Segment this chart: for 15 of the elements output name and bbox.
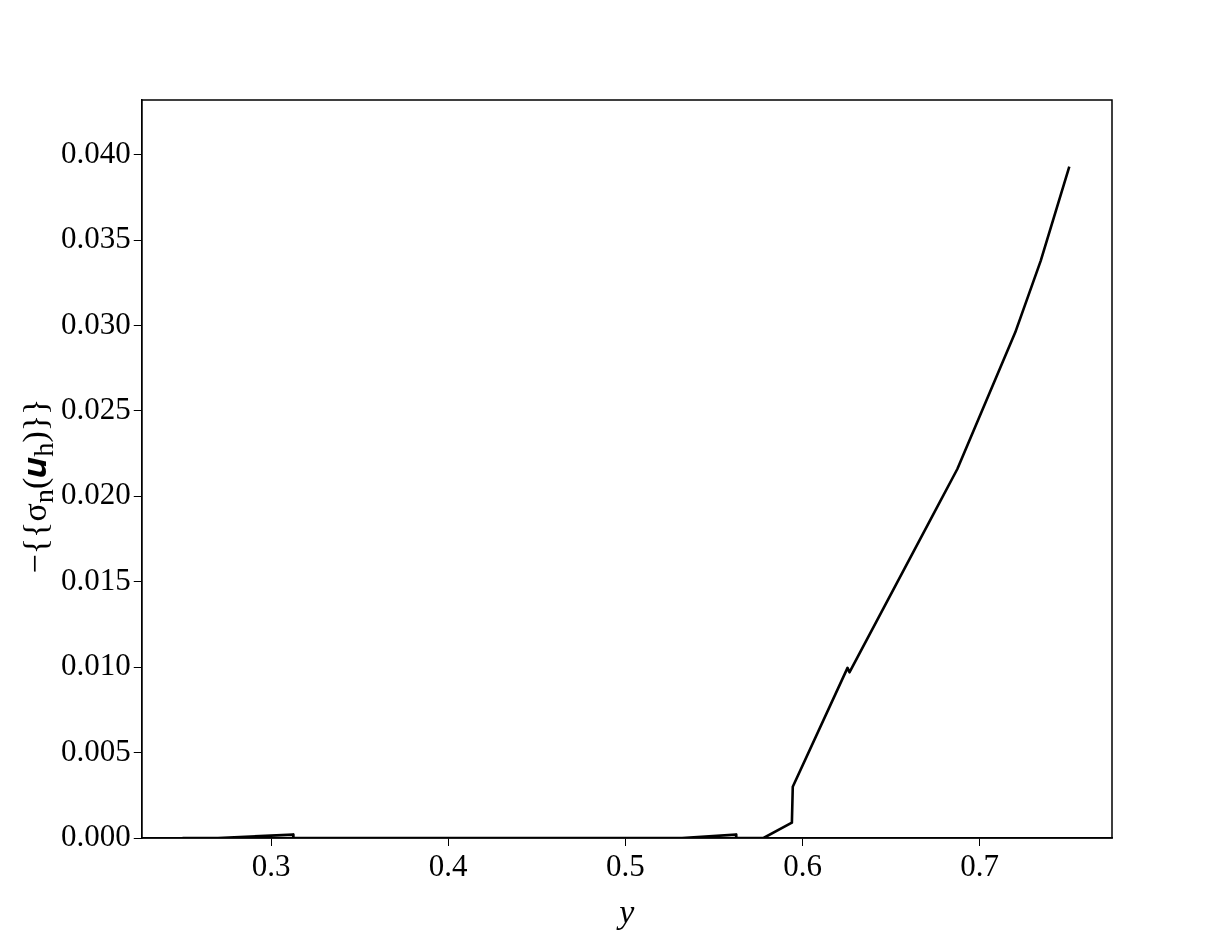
- x-tick-label: 0.7: [960, 847, 1000, 883]
- x-tick-label: 0.5: [605, 847, 645, 883]
- y-tick-label: 0.035: [61, 220, 131, 256]
- y-tick-label: 0.020: [61, 476, 131, 512]
- x-tick-label: 0.6: [783, 847, 822, 883]
- y-tick-label: 0.030: [61, 305, 131, 341]
- x-axis-title: y: [616, 892, 636, 930]
- y-tick-label: 0.010: [61, 647, 131, 683]
- x-tick-label: 0.4: [428, 847, 469, 883]
- x-tick-label: 0.3: [251, 847, 291, 883]
- y-tick-label: 0.040: [61, 134, 131, 170]
- y-tick-label: 0.015: [61, 561, 131, 597]
- y-tick-label: 0.000: [61, 818, 131, 854]
- y-tick-label: 0.025: [61, 391, 131, 427]
- y-tick-label: 0.005: [61, 732, 131, 768]
